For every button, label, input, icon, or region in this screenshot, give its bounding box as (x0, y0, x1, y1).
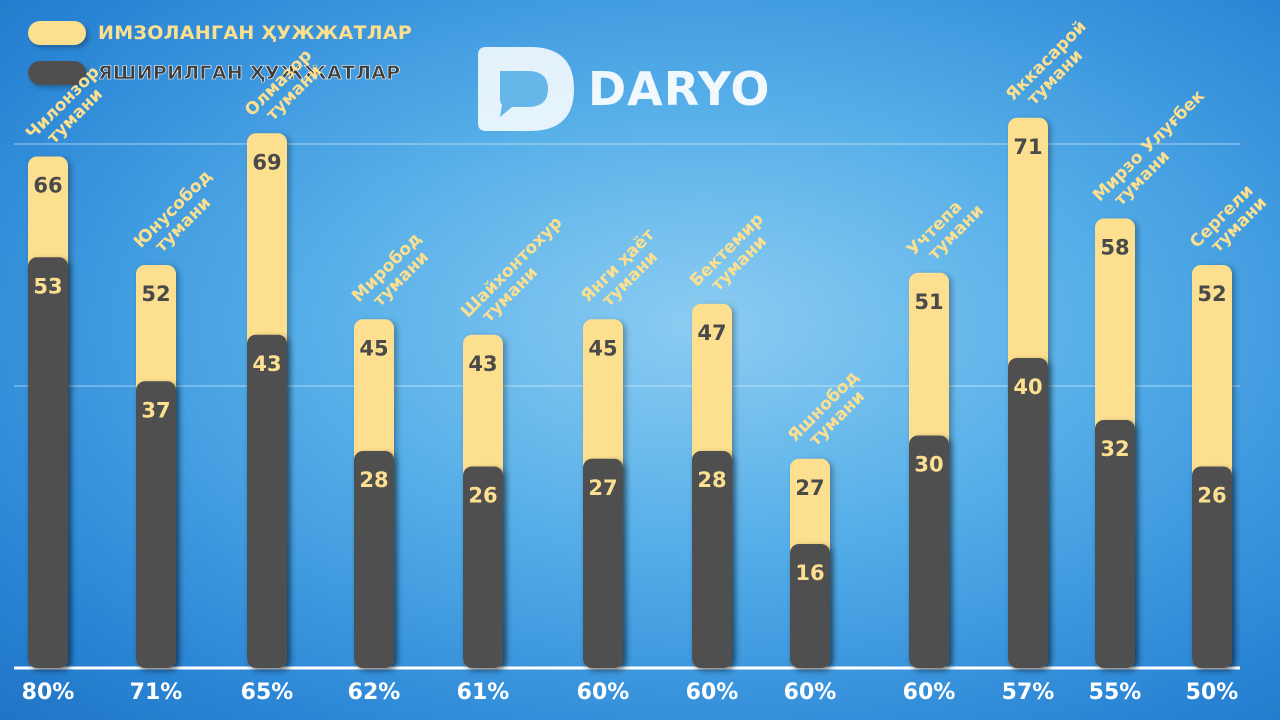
data-label-hidden: 37 (141, 398, 170, 422)
percent-label: 60% (686, 680, 739, 705)
daryo-logo: DARYO (478, 47, 770, 131)
category-label: Сергелитумани (1186, 180, 1271, 265)
category-label: Учтепатумани (903, 188, 988, 273)
category-label: Шайхонтохуртумани (457, 213, 579, 335)
bar-hidden (1095, 420, 1135, 668)
bar-hidden (790, 544, 830, 668)
category-label: Мирободтумани (348, 229, 438, 319)
bar-hidden (1192, 466, 1232, 668)
percent-label: 65% (241, 680, 294, 705)
category-label: Юнусободтумани (130, 166, 229, 265)
data-label-hidden: 43 (252, 352, 281, 376)
bar-hidden (692, 451, 732, 668)
data-label-signed: 66 (33, 174, 62, 198)
bars: 66 53 52 37 69 43 45 28 43 26 45 27 47 28 27 16 51 30 71 40… (28, 117, 1232, 668)
category-labels: ЧилонзортуманиЮнусободтуманиОлмазортуман… (22, 17, 1271, 459)
percent-label: 61% (457, 680, 510, 705)
category-label: Бектемиртумани (686, 209, 780, 303)
legend-swatch-signed (28, 21, 86, 45)
data-label-signed: 45 (359, 336, 388, 360)
data-label-hidden: 16 (795, 561, 824, 585)
category-label: Яшнободтумани (784, 367, 876, 459)
data-label-signed: 47 (697, 321, 726, 345)
data-label-hidden: 26 (1197, 484, 1226, 508)
daryo-d-chat-icon (478, 47, 574, 131)
percent-label: 80% (22, 680, 75, 705)
bar-hidden (909, 435, 949, 668)
bar-hidden (247, 334, 287, 668)
data-label-hidden: 27 (588, 476, 617, 500)
category-label: Мирзо Улуғбектумани (1089, 86, 1222, 219)
percent-label: 60% (903, 680, 956, 705)
bar-hidden (354, 451, 394, 668)
data-label-signed: 45 (588, 336, 617, 360)
logo-text: DARYO (588, 62, 771, 116)
category-label: Янги ҳаёттумани (577, 225, 671, 319)
data-label-hidden: 53 (33, 274, 62, 298)
data-label-signed: 71 (1013, 135, 1042, 159)
bar-hidden (1008, 358, 1048, 668)
category-label: Олмазортумани (241, 46, 329, 134)
legend-hidden: ЯШИРИЛГАН ҲУЖЖАТЛАР (28, 61, 401, 85)
data-label-signed: 43 (468, 352, 497, 376)
data-label-signed: 27 (795, 476, 824, 500)
data-label-signed: 58 (1100, 236, 1129, 260)
legend-label-signed: ИМЗОЛАНГАН ҲУЖЖАТЛАР (98, 22, 413, 44)
bar-hidden (28, 257, 68, 668)
category-label: Чилонзортумани (22, 62, 116, 156)
percent-labels: 80% 71% 65% 62% 61% 60% 60% 60% 60% 57% 55% 50% (22, 680, 1239, 705)
legend-signed: ИМЗОЛАНГАН ҲУЖЖАТЛАР (28, 21, 412, 45)
legend-swatch-hidden (28, 61, 86, 85)
category-label: Яккасаройтумани (1002, 17, 1103, 118)
bar-hidden (583, 458, 623, 668)
data-label-hidden: 28 (697, 468, 726, 492)
data-label-signed: 52 (141, 282, 170, 306)
data-label-hidden: 26 (468, 484, 497, 508)
data-label-signed: 51 (914, 290, 943, 314)
percent-label: 57% (1002, 680, 1055, 705)
bar-hidden (463, 466, 503, 668)
percent-label: 71% (130, 680, 183, 705)
percent-label: 60% (577, 680, 630, 705)
data-label-signed: 69 (252, 150, 281, 174)
percent-label: 60% (784, 680, 837, 705)
percent-label: 50% (1186, 680, 1239, 705)
data-label-hidden: 40 (1013, 375, 1042, 399)
bar-hidden (136, 381, 176, 668)
data-label-hidden: 30 (914, 453, 943, 477)
data-label-signed: 52 (1197, 282, 1226, 306)
percent-label: 62% (348, 680, 401, 705)
legend-label-hidden: ЯШИРИЛГАН ҲУЖЖАТЛАР (98, 62, 401, 85)
data-label-hidden: 28 (359, 468, 388, 492)
percent-label: 55% (1089, 680, 1142, 705)
data-label-hidden: 32 (1100, 437, 1129, 461)
